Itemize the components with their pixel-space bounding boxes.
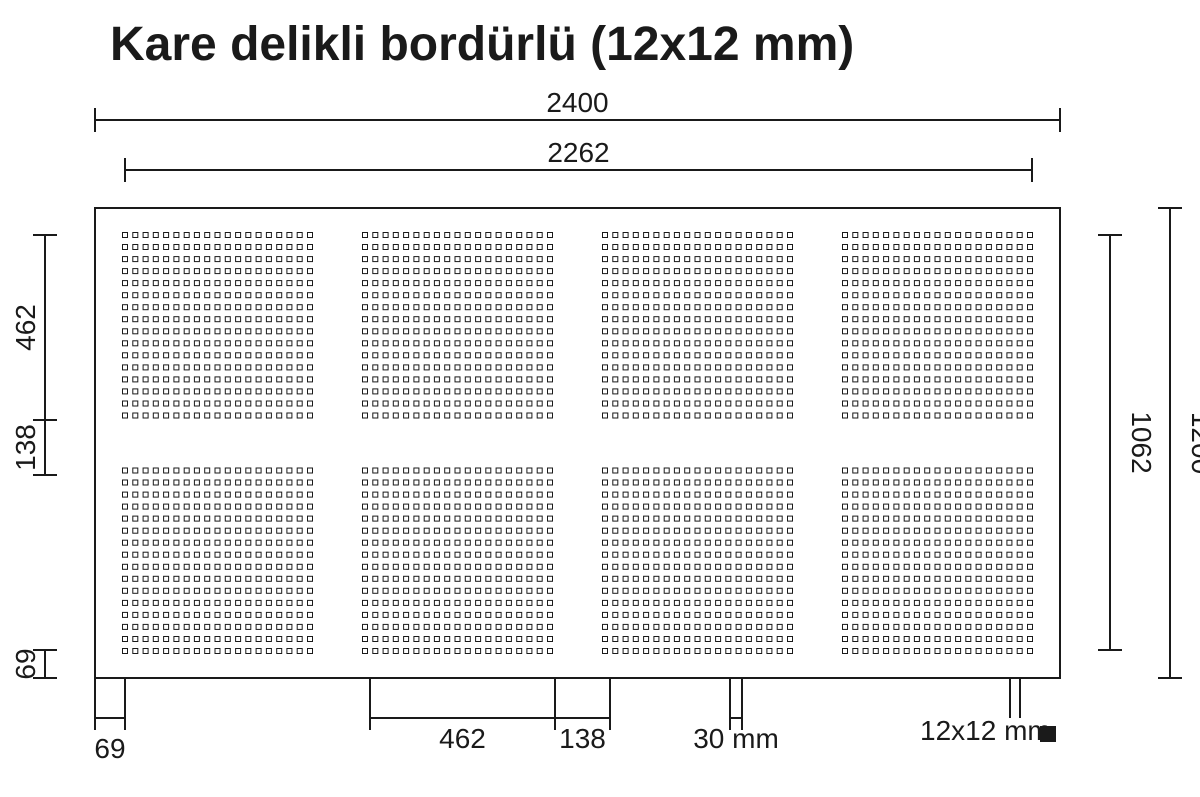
svg-text:462: 462	[439, 723, 486, 754]
dim-hole-size: 12x12 mm	[920, 715, 1056, 746]
dim-overall-w: 2400	[95, 87, 1060, 132]
svg-text:69: 69	[94, 733, 125, 764]
dim-left-margin: 69	[94, 706, 125, 764]
dim-block-h: 462	[10, 235, 57, 420]
svg-text:462: 462	[10, 304, 41, 351]
perforation-grid	[123, 233, 1033, 654]
dim-block-w: 462	[370, 706, 555, 754]
panel-outline	[95, 208, 1060, 678]
dim-gap-h: 138	[10, 420, 57, 475]
svg-text:138: 138	[10, 424, 41, 471]
svg-text:138: 138	[559, 723, 606, 754]
dim-inner-h: 1062	[1098, 235, 1157, 650]
svg-text:1200: 1200	[1186, 412, 1200, 474]
hole-marker-icon	[1040, 726, 1056, 742]
dim-gap-w: 138	[555, 706, 610, 754]
dim-inner-w: 2262	[125, 137, 1032, 182]
technical-drawing: Kare delikli bordürlü (12x12 mm) 2400 2262…	[0, 0, 1200, 797]
dim-pitch: 30 mm	[693, 706, 779, 754]
svg-text:30 mm: 30 mm	[693, 723, 779, 754]
dim-overall-h: 1200	[1158, 208, 1200, 678]
svg-text:12x12 mm: 12x12 mm	[920, 715, 1051, 746]
svg-text:2262: 2262	[547, 137, 609, 168]
dim-bottom-margin: 69	[10, 648, 57, 679]
svg-text:69: 69	[10, 648, 41, 679]
svg-text:2400: 2400	[546, 87, 608, 118]
svg-text:1062: 1062	[1126, 411, 1157, 473]
drawing-title: Kare delikli bordürlü (12x12 mm)	[110, 18, 854, 71]
